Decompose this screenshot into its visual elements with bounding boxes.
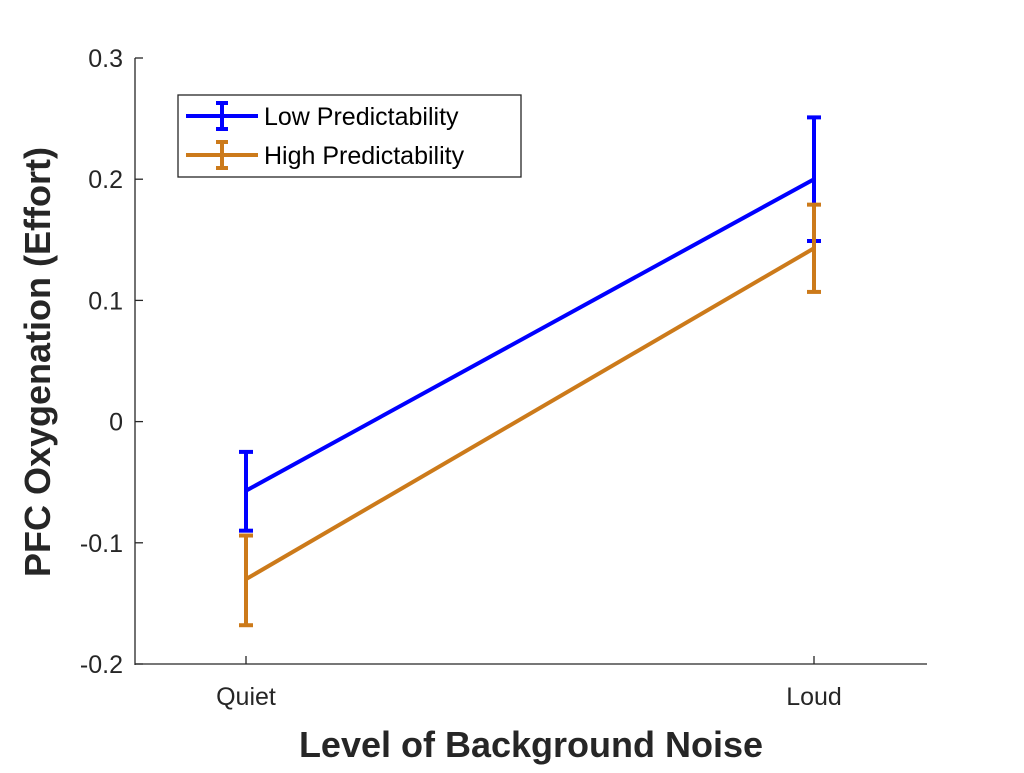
legend-label: Low Predictability bbox=[264, 103, 459, 131]
x-tick-label: Quiet bbox=[216, 683, 276, 711]
x-tick-label: Loud bbox=[786, 683, 842, 711]
series-line-high-predictability bbox=[246, 248, 814, 579]
y-tick-label: 0.3 bbox=[88, 45, 123, 73]
series-line-low-predictability bbox=[246, 179, 814, 490]
legend-label: High Predictability bbox=[264, 142, 465, 170]
y-tick-label: 0 bbox=[109, 409, 123, 437]
plot-area bbox=[239, 117, 821, 625]
y-tick-label: -0.2 bbox=[80, 651, 123, 679]
y-tick-label: -0.1 bbox=[80, 530, 123, 558]
y-tick-label: 0.1 bbox=[88, 287, 123, 315]
legend: Low Predictability High Predictability bbox=[178, 95, 521, 177]
y-tick-label: 0.2 bbox=[88, 166, 123, 194]
x-axis-title: Level of Background Noise bbox=[299, 724, 763, 765]
y-axis-title: PFC Oxygenation (Effort) bbox=[17, 147, 58, 577]
